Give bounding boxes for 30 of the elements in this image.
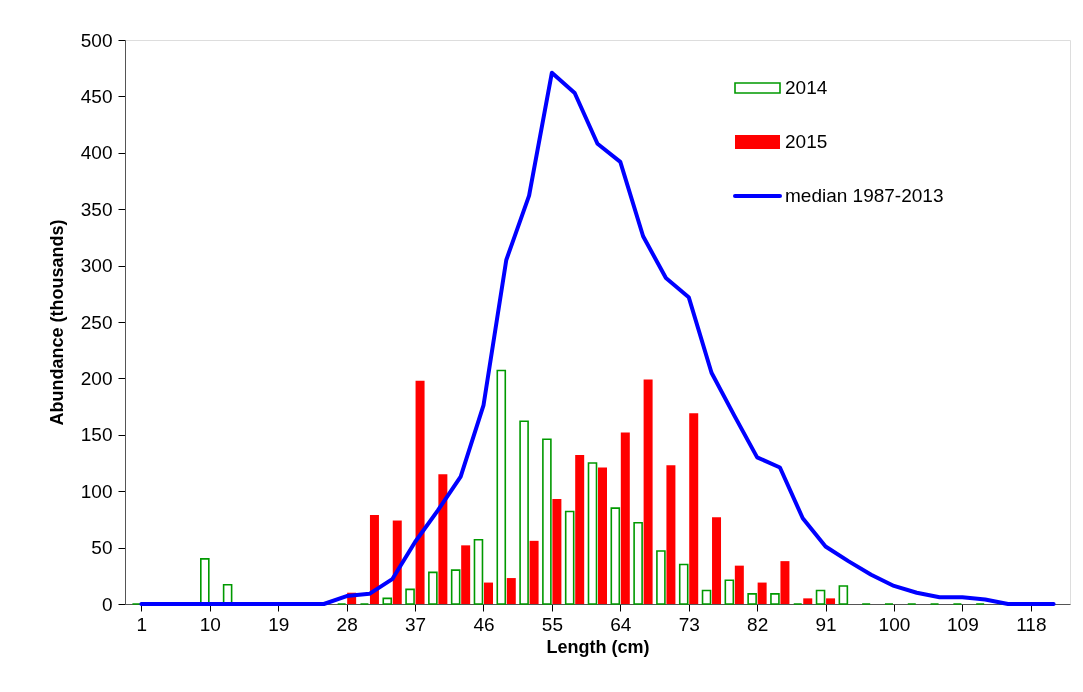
x-tick-label: 64 (610, 613, 632, 635)
legend-label: 2014 (785, 77, 828, 98)
y-tick-label: 350 (80, 198, 113, 220)
y-tick-label: 300 (80, 255, 113, 277)
legend-label: median 1987-2013 (785, 185, 944, 206)
y-tick-label: 50 (91, 537, 113, 559)
y-tick-label: 500 (80, 29, 113, 51)
x-tick-label: 37 (404, 613, 427, 635)
x-tick-label: 28 (336, 613, 358, 635)
y-tick-label: 150 (80, 424, 113, 446)
x-tick-label: 73 (678, 613, 700, 635)
x-tick-label: 19 (268, 613, 290, 635)
y-tick-label: 200 (80, 367, 113, 389)
x-tick-label: 55 (541, 613, 563, 635)
y-tick-label: 400 (80, 142, 113, 164)
y-tick-label: 100 (80, 480, 113, 502)
x-tick-label: 10 (199, 613, 221, 635)
x-tick-label: 82 (747, 613, 769, 635)
y-axis-title: Abundance (thousands) (46, 219, 67, 426)
x-tick-label: 46 (473, 613, 495, 635)
y-tick-label: 450 (80, 85, 113, 107)
y-tick-label: 250 (80, 311, 113, 333)
x-tick-label: 109 (947, 613, 979, 635)
x-tick-label: 118 (1016, 613, 1047, 635)
x-tick-label: 1 (136, 613, 148, 635)
y-tick-label: 0 (101, 593, 113, 615)
x-tick-label: 91 (815, 613, 837, 635)
x-tick-label: 100 (878, 613, 911, 635)
legend-label: 2015 (785, 131, 828, 152)
x-axis-title: Length (cm) (546, 636, 650, 657)
